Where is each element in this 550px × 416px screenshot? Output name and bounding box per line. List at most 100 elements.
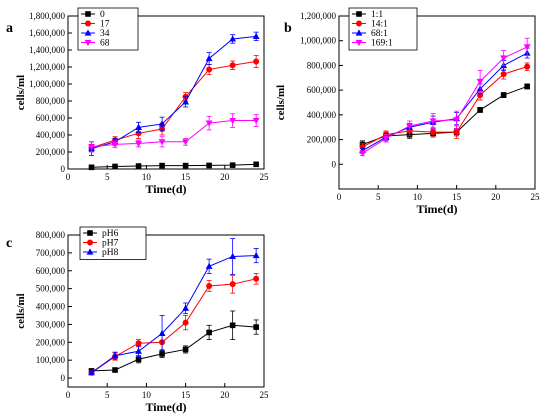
legend-label: 1:1 [371,10,383,20]
x-tick-label: 15 [181,390,191,400]
data-point [500,55,508,62]
legend-label: 17 [100,20,110,30]
x-tick-label: 25 [531,192,541,202]
data-point [500,71,507,78]
legend-swatch-marker [355,39,363,47]
data-point [252,32,260,39]
legend-swatch-marker [356,11,362,17]
y-tick-label: 1,000,000 [29,79,66,89]
x-tick-label: 10 [142,390,152,400]
data-point [111,141,119,148]
data-point [229,252,237,260]
x-axis-label: Time(d) [416,202,457,216]
x-tick-label: 15 [452,192,462,202]
data-point [135,347,142,354]
panel-label: c [6,236,12,251]
x-tick-label: 5 [105,172,110,182]
x-tick-label: 20 [220,172,230,182]
data-point [500,92,507,98]
data-point [88,164,95,171]
data-point [476,78,484,86]
y-tick-label: 800,000 [307,60,337,70]
data-point [206,282,213,289]
y-tick-label: 100,000 [36,355,66,365]
chart-panel-b: b 0 5 10 15 20 25 0 200,000 400,000 600,000 800,000… [275,7,541,216]
data-point [252,117,260,125]
legend-swatch-marker [355,29,363,36]
legend-swatch-marker [85,11,91,17]
series-line [91,324,257,372]
x-tick-label: 0 [66,390,71,400]
data-point [523,44,531,51]
chart-panel-a: a 0 5 10 15 20 25 0 200,000 400,000 600,000 800,000… [6,7,269,196]
data-point [524,83,530,90]
y-tick-label: 600,000 [307,85,337,95]
y-tick-label: 400,000 [36,130,66,140]
data-point [229,62,236,69]
legend-swatch-marker [87,239,93,246]
series-line [91,60,257,149]
data-point [112,367,118,373]
data-point [229,322,236,329]
legend-label: 34 [100,29,110,39]
data-point [158,120,166,127]
data-point [206,162,212,169]
legend-label: 169:1 [371,39,393,49]
y-tick-label: 400,000 [307,110,337,120]
data-point [182,346,189,353]
legend-swatch-marker [356,20,362,27]
data-point [135,123,142,130]
legend-label: pH6 [102,229,119,239]
y-axis-label: cells/ml [275,85,287,120]
x-axis-label: Time(d) [145,400,186,414]
data-point [182,319,189,326]
x-axis-label: Time(d) [145,182,186,196]
x-tick-label: 0 [337,192,342,202]
data-point [229,117,237,125]
y-tick-label: 0 [332,159,337,169]
x-tick-label: 5 [376,192,381,202]
data-point [135,140,142,148]
series-34 [88,31,260,156]
data-point [158,329,166,336]
data-point [252,251,260,259]
x-tick-label: 10 [142,172,152,182]
legend-label: pH7 [102,239,119,249]
y-tick-label: 600,000 [36,113,66,123]
series-line [91,120,257,148]
y-axis-label: cells/ml [15,75,27,110]
series-0 [88,161,259,171]
legend-swatch-marker [86,248,94,255]
y-tick-label: 700,000 [36,248,66,258]
y-axis-label: cells/ml [15,293,27,328]
panel-label: b [284,21,292,36]
data-point [88,369,95,376]
legend-swatch-marker [87,230,93,236]
y-tick-label: 800,000 [36,230,66,240]
x-tick-label: 10 [413,192,423,202]
x-tick-label: 20 [220,390,230,400]
data-point [253,58,260,65]
data-point [206,66,213,73]
data-point [135,163,142,169]
series-line [91,255,257,374]
plot-frame [67,234,265,388]
y-tick-label: 600,000 [36,266,66,276]
series-pH6 [88,310,259,374]
legend-swatch-marker [84,29,92,36]
y-tick-label: 1,800,000 [29,11,66,21]
x-tick-label: 25 [260,390,270,400]
data-point [430,129,437,136]
x-tick-label: 0 [66,172,71,182]
data-point [182,304,189,311]
data-point [158,139,166,146]
y-tick-label: 200,000 [307,135,337,145]
y-tick-label: 1,200,000 [300,11,337,21]
data-point [253,161,259,168]
data-point [229,162,236,168]
series-169:1 [359,37,531,157]
data-point [453,117,460,124]
series-line [91,35,257,150]
